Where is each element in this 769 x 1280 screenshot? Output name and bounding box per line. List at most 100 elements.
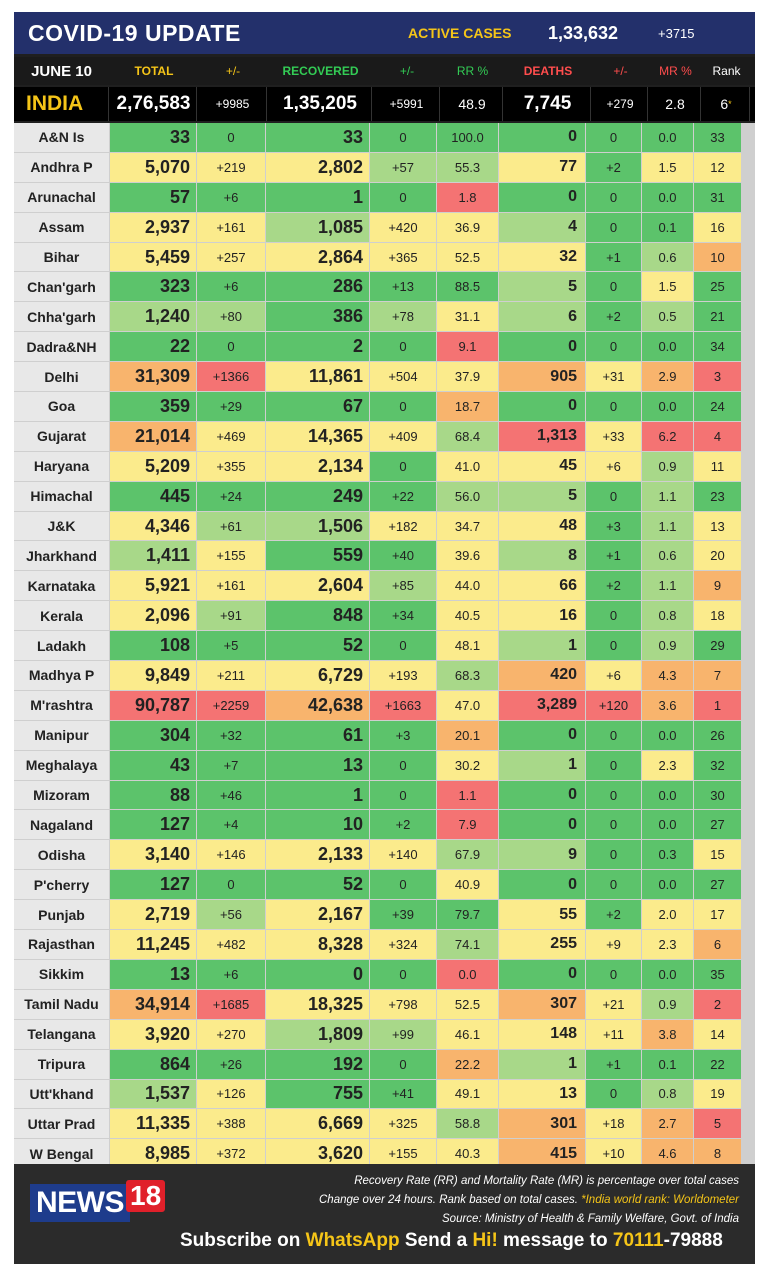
mortality-rate: 0.8 xyxy=(642,1079,693,1109)
table-row: Chan'garh 323 +6 286 +13 88.5 5 0 1.5 25 xyxy=(14,272,755,303)
deaths-delta: 0 xyxy=(586,182,641,212)
deaths-delta: 0 xyxy=(586,720,641,750)
total-delta: 0 xyxy=(197,123,265,152)
deaths: 0 xyxy=(499,720,585,750)
recovery-rate: 46.1 xyxy=(437,1019,498,1049)
recovered-cases: 52 xyxy=(266,631,369,661)
total-cases: 21,014 xyxy=(110,421,196,451)
state-name: Dadra&NH xyxy=(14,332,109,362)
recovered-delta: +140 xyxy=(370,840,436,870)
deaths-delta: 0 xyxy=(586,780,641,810)
state-name: A&N Is xyxy=(14,123,109,152)
recovered-cases: 2,604 xyxy=(266,571,369,601)
table-row: Meghalaya 43 +7 13 0 30.2 1 0 2.3 32 xyxy=(14,750,755,781)
recovered-cases: 2,134 xyxy=(266,451,369,481)
recovered-cases: 11,861 xyxy=(266,362,369,392)
recovered-cases: 61 xyxy=(266,720,369,750)
deaths: 420 xyxy=(499,661,585,690)
recovered-cases: 192 xyxy=(266,1049,369,1079)
state-name: Mizoram xyxy=(14,780,109,810)
recovered-cases: 1,809 xyxy=(266,1019,369,1049)
recovered-cases: 33 xyxy=(266,123,369,152)
state-name: Chan'garh xyxy=(14,272,109,302)
rank: 2 xyxy=(694,989,741,1019)
recovery-rate: 49.1 xyxy=(437,1079,498,1109)
total-cases: 8,985 xyxy=(110,1139,196,1169)
state-name: M'rashtra xyxy=(14,690,109,720)
recovery-rate: 52.5 xyxy=(437,989,498,1019)
total-delta: 0 xyxy=(197,332,265,362)
recovered-delta: +324 xyxy=(370,930,436,959)
mortality-rate: 0.0 xyxy=(642,392,693,421)
table-row: Manipur 304 +32 61 +3 20.1 0 0 0.0 26 xyxy=(14,720,755,751)
mortality-rate: 0.0 xyxy=(642,720,693,750)
recovery-rate: 41.0 xyxy=(437,451,498,481)
deaths-delta: 0 xyxy=(586,1079,641,1109)
state-name: Assam xyxy=(14,212,109,242)
rank: 10 xyxy=(694,242,741,272)
state-name: P'cherry xyxy=(14,870,109,900)
table-row: Andhra P 5,070 +219 2,802 +57 55.3 77 +2 1.5 12 xyxy=(14,152,755,183)
deaths: 415 xyxy=(499,1139,585,1169)
mortality-rate: 0.0 xyxy=(642,780,693,810)
deaths: 0 xyxy=(499,123,585,152)
total-delta: +29 xyxy=(197,392,265,421)
mortality-rate: 0.1 xyxy=(642,212,693,242)
recovery-rate: 48.1 xyxy=(437,631,498,661)
deaths: 32 xyxy=(499,242,585,272)
table-row: P'cherry 127 0 52 0 40.9 0 0 0.0 27 xyxy=(14,870,755,901)
mortality-rate: 0.1 xyxy=(642,1049,693,1079)
active-cases-label: ACTIVE CASES xyxy=(408,25,512,41)
total-delta: +6 xyxy=(197,272,265,302)
total-cases: 2,096 xyxy=(110,601,196,631)
deaths: 301 xyxy=(499,1109,585,1139)
table-row: Tripura 864 +26 192 0 22.2 1 +1 0.1 22 xyxy=(14,1049,755,1080)
recovered-delta: 0 xyxy=(370,123,436,152)
whatsapp-label: WhatsApp xyxy=(305,1230,400,1251)
recovered-cases: 2,167 xyxy=(266,900,369,930)
table-row: Jharkhand 1,411 +155 559 +40 39.6 8 +1 0.6 20 xyxy=(14,541,755,572)
recovered-cases: 755 xyxy=(266,1079,369,1109)
table-row: J&K 4,346 +61 1,506 +182 34.7 48 +3 1.1 13 xyxy=(14,511,755,542)
mortality-rate: 2.3 xyxy=(642,750,693,780)
recovered-cases: 1,506 xyxy=(266,511,369,541)
recovered-delta: +504 xyxy=(370,362,436,392)
total-cases: 2,719 xyxy=(110,900,196,930)
total-delta: 0 xyxy=(197,870,265,900)
recovery-rate: 36.9 xyxy=(437,212,498,242)
mortality-rate: 1.1 xyxy=(642,571,693,601)
table-row: Uttar Prad 11,335 +388 6,669 +325 58.8 301 +18 2… xyxy=(14,1109,755,1140)
mortality-rate: 3.8 xyxy=(642,1019,693,1049)
state-name: Gujarat xyxy=(14,421,109,451)
table-row: Haryana 5,209 +355 2,134 0 41.0 45 +6 0.9 11 xyxy=(14,451,755,482)
recovered-delta: 0 xyxy=(370,631,436,661)
mortality-rate: 6.2 xyxy=(642,421,693,451)
deaths: 4 xyxy=(499,212,585,242)
total-cases: 1,537 xyxy=(110,1079,196,1109)
table-row: Punjab 2,719 +56 2,167 +39 79.7 55 +2 2.0 17 xyxy=(14,900,755,931)
total-cases: 90,787 xyxy=(110,690,196,720)
recovered-delta: +22 xyxy=(370,481,436,511)
recovered-delta: +99 xyxy=(370,1019,436,1049)
table-row: Bihar 5,459 +257 2,864 +365 52.5 32 +1 0.6 10 xyxy=(14,242,755,273)
total-cases: 127 xyxy=(110,810,196,840)
table-row: Dadra&NH 22 0 2 0 9.1 0 0 0.0 34 xyxy=(14,332,755,363)
state-name: W Bengal xyxy=(14,1139,109,1169)
india-rank: 6 * xyxy=(703,87,750,121)
state-name: Sikkim xyxy=(14,959,109,989)
recovery-rate: 22.2 xyxy=(437,1049,498,1079)
sub-text-3: message to xyxy=(497,1230,613,1251)
mortality-rate: 2.9 xyxy=(642,362,693,392)
state-name: Kerala xyxy=(14,601,109,631)
deaths: 3,289 xyxy=(499,690,585,720)
table-row: Goa 359 +29 67 0 18.7 0 0 0.0 24 xyxy=(14,392,755,422)
total-cases: 11,335 xyxy=(110,1109,196,1139)
deaths-delta: +1 xyxy=(586,242,641,272)
rr-header: RR % xyxy=(456,64,489,78)
total-delta: +6 xyxy=(197,959,265,989)
phone-part-1: 70111 xyxy=(612,1230,664,1251)
table-row: Madhya P 9,849 +211 6,729 +193 68.3 420 +6 4.3 7 xyxy=(14,661,755,691)
deaths-delta: +9 xyxy=(586,930,641,959)
phone-part-2: -79888 xyxy=(663,1230,723,1251)
deaths: 6 xyxy=(499,302,585,332)
